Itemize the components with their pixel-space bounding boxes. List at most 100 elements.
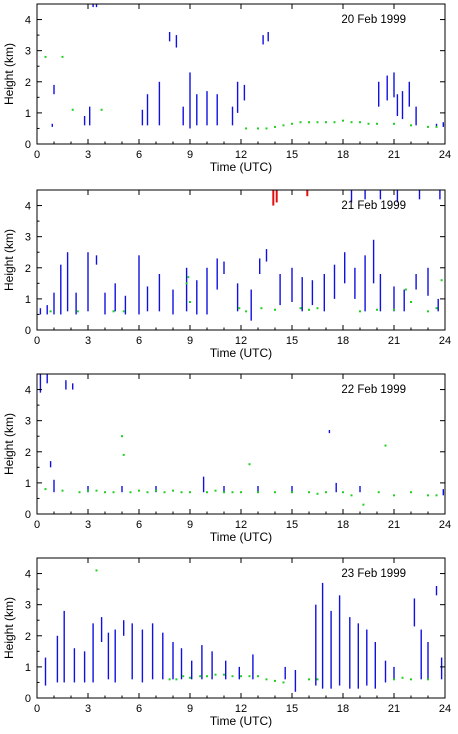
green-point xyxy=(206,675,208,678)
green-point xyxy=(238,307,241,310)
x-tick-label: 24 xyxy=(439,519,451,531)
green-point xyxy=(359,310,361,313)
green-point xyxy=(240,675,242,678)
y-axis-label: Height (km) xyxy=(2,229,16,291)
y-tick-label: 4 xyxy=(25,15,31,27)
y-tick-label: 1 xyxy=(25,108,31,120)
green-point xyxy=(384,444,387,447)
y-tick-label: 0 xyxy=(25,693,31,705)
green-point xyxy=(49,310,52,313)
green-point xyxy=(257,675,259,678)
y-axis-label: Height (km) xyxy=(2,43,16,105)
x-tick-label: 15 xyxy=(286,149,298,161)
x-tick-label: 12 xyxy=(235,335,247,347)
green-point xyxy=(427,494,429,497)
green-point xyxy=(175,678,178,681)
x-tick-label: 15 xyxy=(286,335,298,347)
green-point xyxy=(291,491,293,494)
y-tick-label: 0 xyxy=(25,139,31,151)
green-point xyxy=(282,124,285,127)
green-point xyxy=(435,125,438,128)
green-point xyxy=(427,125,429,128)
green-point xyxy=(245,127,248,130)
green-point xyxy=(435,494,438,497)
date-annotation: 22 Feb 1999 xyxy=(341,384,406,396)
date-annotation: 23 Feb 1999 xyxy=(341,568,406,580)
x-tick-label: 18 xyxy=(337,149,349,161)
series-blue xyxy=(44,582,443,692)
green-point xyxy=(427,310,429,313)
green-point xyxy=(146,491,149,494)
x-tick-label: 0 xyxy=(34,149,40,161)
green-point xyxy=(316,307,319,310)
green-point xyxy=(410,301,412,303)
green-point xyxy=(274,308,276,311)
green-point xyxy=(410,124,412,127)
x-tick-label: 21 xyxy=(388,703,400,715)
x-tick-label: 6 xyxy=(136,703,142,715)
x-tick-label: 0 xyxy=(34,703,40,715)
y-tick-label: 0 xyxy=(25,509,31,521)
green-point xyxy=(316,678,319,681)
x-tick-label: 6 xyxy=(136,519,142,531)
green-point xyxy=(257,127,259,130)
date-annotation: 20 Feb 1999 xyxy=(341,14,406,26)
y-tick-label: 3 xyxy=(25,46,31,58)
series-red xyxy=(272,190,309,206)
green-point xyxy=(44,55,47,58)
green-point xyxy=(401,676,404,679)
green-point xyxy=(71,108,74,111)
green-point xyxy=(185,282,188,285)
x-tick-label: 12 xyxy=(235,519,247,531)
y-tick-label: 2 xyxy=(25,631,31,643)
green-point xyxy=(104,491,106,494)
x-axis-label: Time (UTC) xyxy=(210,530,272,544)
green-point xyxy=(245,310,248,313)
x-tick-label: 15 xyxy=(286,703,298,715)
series-green xyxy=(44,435,438,506)
green-point xyxy=(333,121,336,124)
green-point xyxy=(78,491,81,494)
green-point xyxy=(44,488,47,491)
green-point xyxy=(189,301,191,303)
green-point xyxy=(121,435,123,438)
green-point xyxy=(168,678,171,681)
series-blue xyxy=(51,4,444,129)
green-point xyxy=(61,55,64,58)
green-point xyxy=(214,673,217,676)
x-tick-label: 18 xyxy=(337,519,349,531)
green-point xyxy=(377,491,380,494)
x-tick-label: 9 xyxy=(187,149,193,161)
green-point xyxy=(223,491,225,494)
green-point xyxy=(240,491,242,494)
green-point xyxy=(308,308,310,311)
green-point xyxy=(172,489,174,492)
green-point xyxy=(248,675,251,678)
green-point xyxy=(265,678,268,681)
x-tick-label: 3 xyxy=(85,149,91,161)
green-point xyxy=(257,491,259,494)
green-point xyxy=(404,288,407,291)
green-point xyxy=(410,678,412,681)
series-blue xyxy=(39,190,441,321)
x-tick-label: 21 xyxy=(388,335,400,347)
x-tick-label: 12 xyxy=(235,703,247,715)
x-tick-label: 3 xyxy=(85,519,91,531)
green-point xyxy=(112,491,115,494)
green-point xyxy=(100,108,103,111)
y-tick-label: 3 xyxy=(25,232,31,244)
green-point xyxy=(393,308,395,311)
y-axis-label: Height (km) xyxy=(2,413,16,475)
green-point xyxy=(350,121,353,124)
green-point xyxy=(248,463,251,466)
green-point xyxy=(122,310,125,313)
green-point xyxy=(410,491,412,494)
x-tick-label: 9 xyxy=(187,703,193,715)
green-point xyxy=(187,276,190,279)
y-tick-label: 4 xyxy=(25,385,31,397)
series-green xyxy=(49,276,443,313)
x-tick-label: 18 xyxy=(337,335,349,347)
green-point xyxy=(435,307,438,310)
